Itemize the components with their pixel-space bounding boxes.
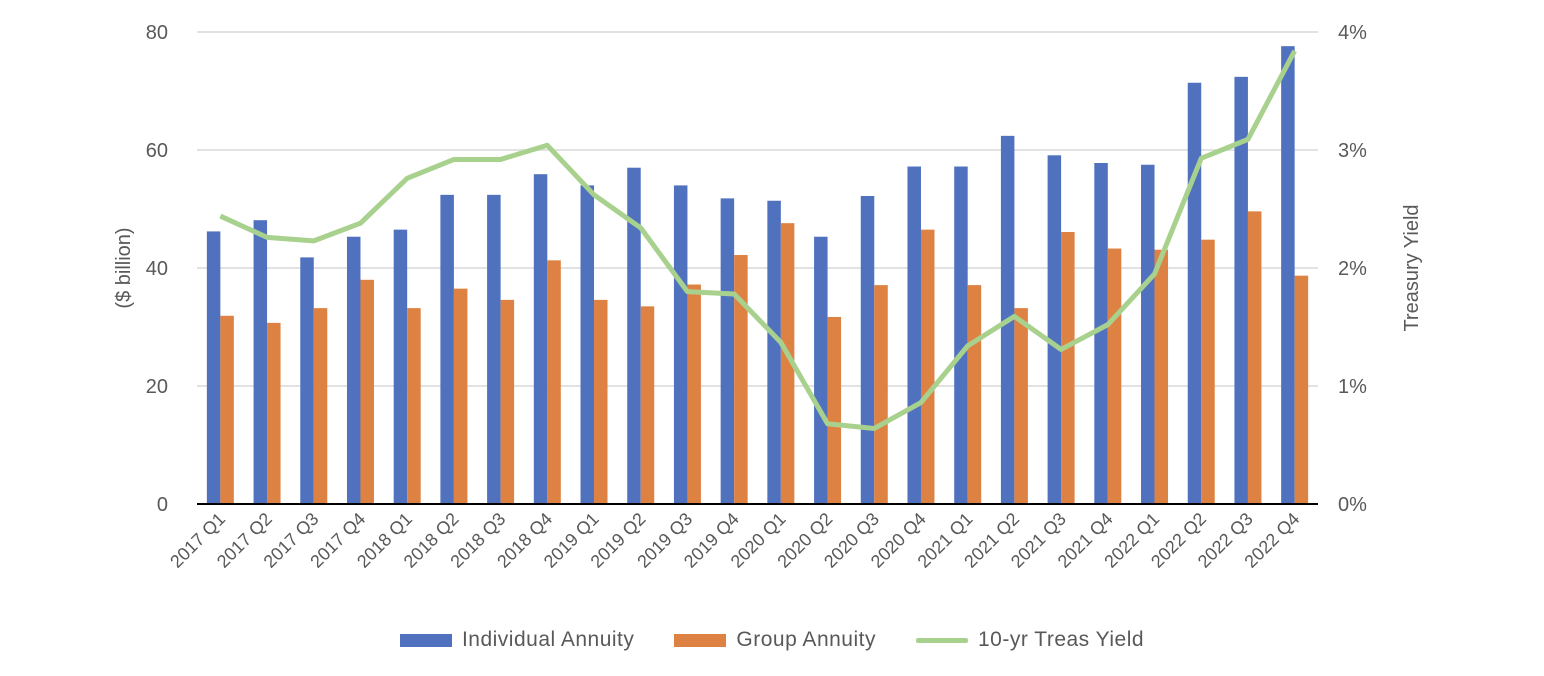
bar-group xyxy=(734,255,748,504)
legend-swatch xyxy=(915,637,968,643)
bar-group xyxy=(1247,211,1262,505)
y2-axis-title: Treasury Yield xyxy=(1401,204,1423,331)
combo-chart: 0 20 40 60 80 0% 1% 2% 3% 4% ($ billion) Treasury Y… xyxy=(113,22,1423,572)
y-tick-label: 20 xyxy=(146,376,168,398)
bar-individual xyxy=(814,236,828,505)
bar-individual xyxy=(1141,164,1155,504)
y-axis-title: ($ billion) xyxy=(113,227,135,308)
bar-individual xyxy=(440,194,454,504)
bar-individual xyxy=(393,229,408,504)
y2-tick-label: 4% xyxy=(1338,22,1367,44)
legend-label: Individual Annuity xyxy=(461,628,635,651)
bar-individual xyxy=(206,231,221,505)
bar-individual xyxy=(253,220,268,504)
legend-swatch xyxy=(399,633,452,647)
bar-individual xyxy=(1187,82,1202,505)
bar-group xyxy=(640,306,655,504)
bar-individual xyxy=(1234,76,1248,504)
bar-individual xyxy=(860,196,875,504)
bar-group xyxy=(407,308,421,504)
bar-group xyxy=(874,285,888,504)
legend-label: Group Annuity xyxy=(736,628,876,651)
legend-label: 10-yr Treas Yield xyxy=(977,628,1145,651)
bar-individual xyxy=(580,185,595,504)
legend-item-group: Group Annuity xyxy=(674,628,876,652)
legend-item-yield: 10-yr Treas Yield xyxy=(915,628,1145,652)
bar-group xyxy=(594,299,608,504)
legend-swatch xyxy=(674,633,727,647)
bar-individual xyxy=(673,185,688,504)
y-tick-label: 40 xyxy=(146,258,168,280)
bar-individual xyxy=(1047,155,1062,504)
bar-group xyxy=(967,285,982,504)
bar-group xyxy=(1154,249,1169,504)
bar-group xyxy=(1107,248,1122,504)
bar-individual xyxy=(627,167,641,504)
bar-group xyxy=(547,260,561,504)
bar-group xyxy=(827,316,842,504)
legend: Individual Annuity Group Annuity 10-yr T… xyxy=(0,628,1544,652)
yield-line xyxy=(219,49,1297,431)
y2-tick-label: 2% xyxy=(1338,258,1367,280)
bar-group xyxy=(267,322,281,504)
bar-individual xyxy=(487,194,501,504)
bar-individual xyxy=(346,236,361,505)
y2-tick-label: 3% xyxy=(1338,140,1367,162)
bar-group xyxy=(920,229,935,504)
bar-individual xyxy=(533,174,548,504)
bar-individual xyxy=(1281,46,1295,504)
bar-individual xyxy=(907,166,921,504)
y-tick-label: 0 xyxy=(157,494,168,516)
bar-group xyxy=(1201,239,1215,504)
y2-tick-label: 1% xyxy=(1338,376,1367,398)
legend-item-individual: Individual Annuity xyxy=(399,628,635,652)
y-tick-label: 80 xyxy=(146,22,168,44)
bar-group xyxy=(1061,232,1075,504)
bar-individual xyxy=(954,166,968,504)
bar-group xyxy=(780,223,795,504)
bar-individual xyxy=(720,198,735,504)
bar-individual xyxy=(1094,162,1108,505)
bar-individual xyxy=(767,200,781,505)
y-tick-label: 60 xyxy=(146,140,168,162)
bar-group xyxy=(220,315,234,504)
bar-group xyxy=(360,279,374,504)
bar-group xyxy=(453,288,468,504)
bar-group xyxy=(500,299,515,504)
bar-group xyxy=(1294,275,1309,504)
bar-individual xyxy=(300,257,314,504)
bar-group xyxy=(687,284,701,504)
bar-group xyxy=(1014,308,1028,504)
bar-group xyxy=(313,308,328,504)
y2-tick-label: 0% xyxy=(1338,494,1367,516)
